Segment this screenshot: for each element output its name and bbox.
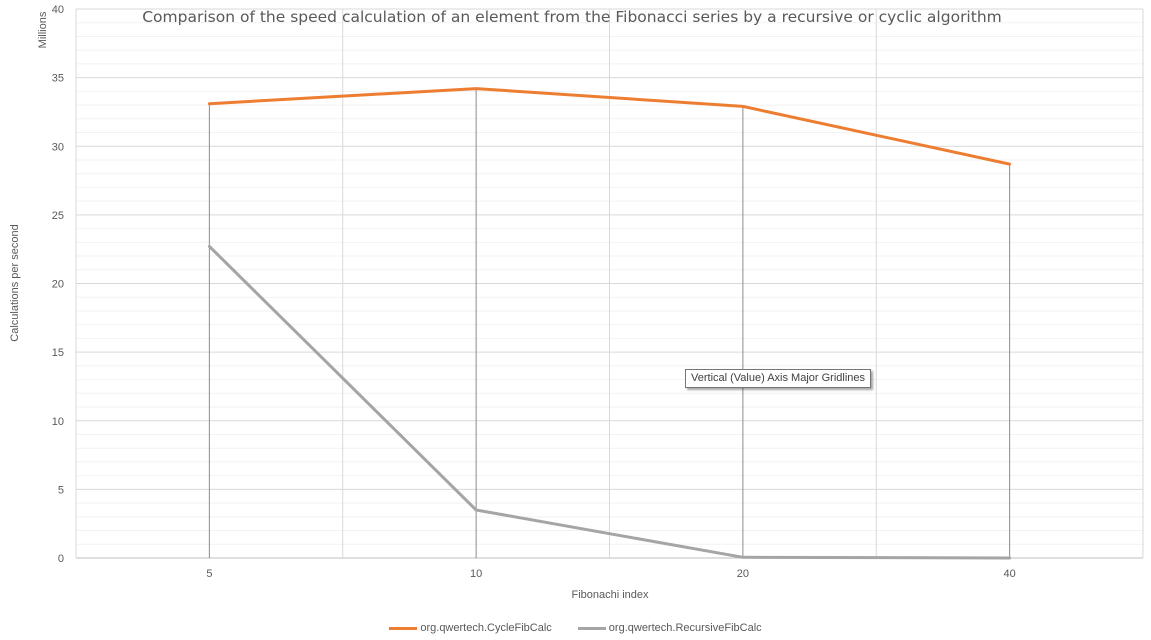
legend-label-recursive: org.qwertech.RecursiveFibCalc	[608, 622, 762, 634]
x-tick-label: 40	[1004, 568, 1016, 580]
x-axis-tick-labels: 5 10 20 40	[206, 568, 1015, 580]
series-line-cycle[interactable]	[207, 87, 1012, 166]
y-tick-label: 10	[52, 416, 64, 428]
y-axis-tick-labels: 0 5 10 15 20 25 30 35 40	[52, 4, 64, 565]
legend-label-cycle: org.qwertech.CycleFibCalc	[420, 622, 552, 634]
chart-legend[interactable]: org.qwertech.CycleFibCalc org.qwertech.R…	[0, 620, 1151, 636]
legend-item-cycle[interactable]: org.qwertech.CycleFibCalc	[389, 622, 552, 634]
y-axis-title[interactable]: Calculations per second	[9, 224, 21, 341]
y-tick-label: 20	[52, 279, 64, 291]
y-tick-label: 25	[52, 210, 64, 222]
series-line-recursive[interactable]	[207, 244, 1012, 560]
chart-svg: 0 5 10 15 20 25 30 35 40 5 10 20 40 Comparison of t…	[9, 4, 1144, 601]
gridlines-tooltip: Vertical (Value) Axis Major Gridlines	[685, 369, 872, 388]
series-lines[interactable]	[207, 87, 1012, 560]
drop-lines	[208, 88, 1011, 558]
legend-swatch-recursive	[577, 626, 606, 630]
y-tick-label: 35	[52, 73, 64, 85]
y-tick-label: 5	[58, 484, 64, 496]
y-tick-label: 40	[52, 4, 64, 16]
y-tick-label: 15	[52, 347, 64, 359]
x-tick-label: 5	[206, 568, 212, 580]
x-tick-label: 20	[737, 568, 749, 580]
chart-title[interactable]: Comparison of the speed calculation of a…	[142, 8, 1002, 26]
y-tick-label: 30	[52, 141, 64, 153]
legend-item-recursive[interactable]: org.qwertech.RecursiveFibCalc	[577, 622, 762, 634]
y-axis-unit-label[interactable]: Millions	[37, 11, 49, 48]
x-axis-title[interactable]: Fibonachi index	[571, 589, 649, 601]
x-tick-label: 10	[470, 568, 482, 580]
legend-swatch-cycle	[389, 626, 418, 630]
y-tick-label: 0	[58, 553, 64, 565]
vertical-gridlines	[75, 9, 1144, 558]
